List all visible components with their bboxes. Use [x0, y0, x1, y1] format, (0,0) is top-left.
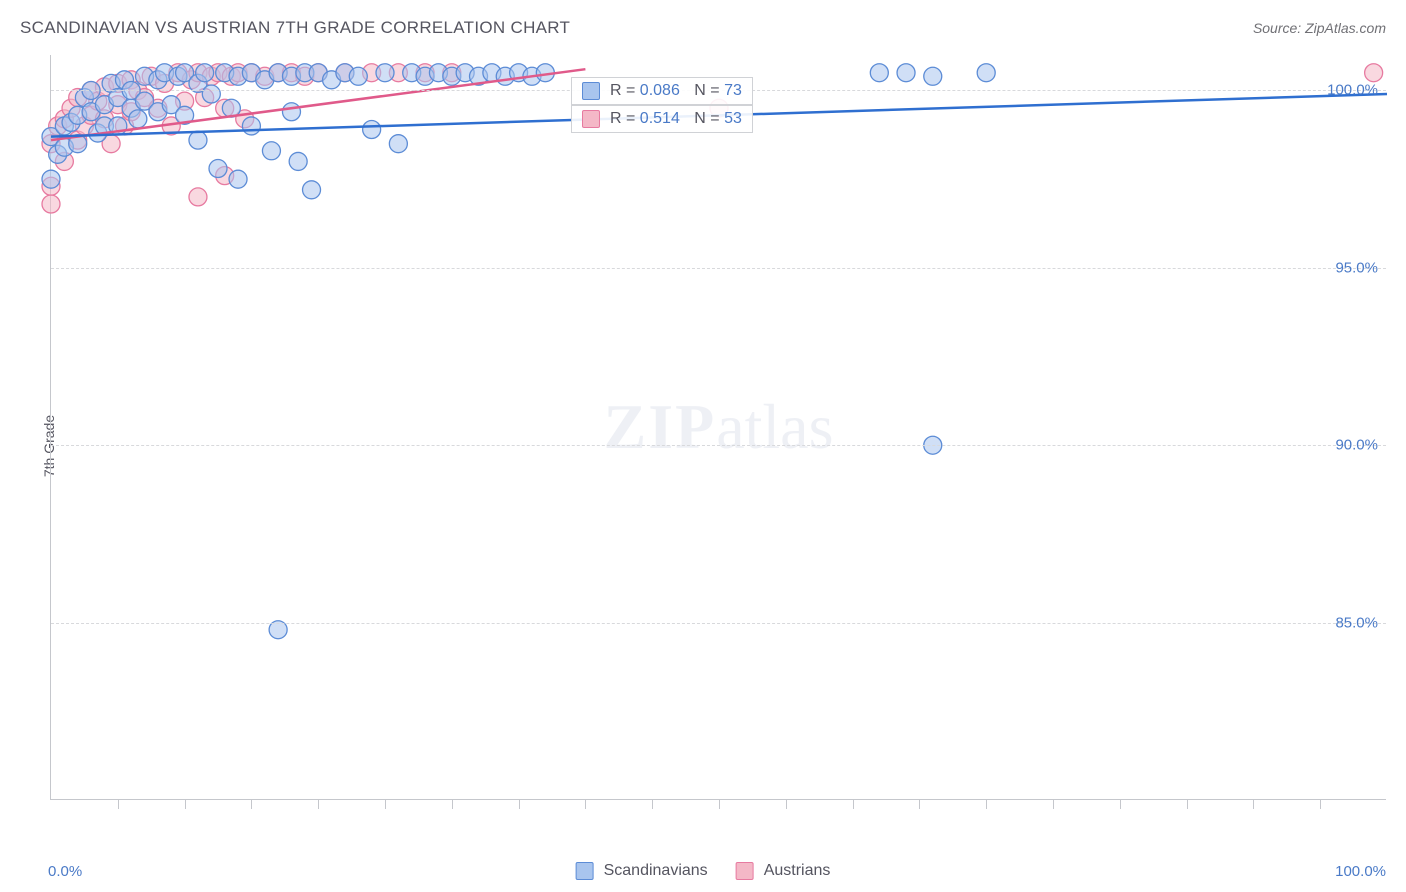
x-axis-max-label: 100.0% — [1335, 863, 1386, 880]
data-point — [977, 64, 995, 82]
x-tick — [251, 799, 252, 809]
data-point — [897, 64, 915, 82]
legend: Scandinavians Austrians — [576, 862, 831, 880]
x-tick — [919, 799, 920, 809]
x-tick — [719, 799, 720, 809]
x-tick — [853, 799, 854, 809]
x-tick — [1187, 799, 1188, 809]
x-tick — [1320, 799, 1321, 809]
data-point — [870, 64, 888, 82]
data-point — [1365, 64, 1383, 82]
x-tick — [986, 799, 987, 809]
legend-swatch-2 — [736, 862, 754, 880]
data-point — [924, 67, 942, 85]
gridline — [51, 623, 1386, 624]
data-point — [303, 181, 321, 199]
gridline — [51, 445, 1386, 446]
y-tick-label: 85.0% — [1335, 614, 1378, 631]
data-point — [42, 170, 60, 188]
legend-swatch-1 — [576, 862, 594, 880]
data-point — [202, 85, 220, 103]
data-point — [389, 135, 407, 153]
gridline — [51, 268, 1386, 269]
legend-series2: Austrians — [736, 862, 831, 880]
x-tick — [1120, 799, 1121, 809]
data-point — [189, 188, 207, 206]
data-point — [262, 142, 280, 160]
x-tick — [452, 799, 453, 809]
x-tick — [1253, 799, 1254, 809]
data-point — [289, 152, 307, 170]
data-point — [242, 117, 260, 135]
x-tick — [786, 799, 787, 809]
y-tick-label: 90.0% — [1335, 437, 1378, 454]
y-tick-label: 100.0% — [1327, 82, 1378, 99]
data-point — [42, 195, 60, 213]
correlation-annotation: R = 0.514 N = 53 — [571, 105, 753, 133]
annot-r: R = 0.514 — [610, 110, 680, 128]
annot-n: N = 53 — [690, 110, 742, 128]
data-point — [229, 170, 247, 188]
data-point — [129, 110, 147, 128]
x-tick — [118, 799, 119, 809]
data-point — [189, 131, 207, 149]
annot-n: N = 73 — [690, 82, 742, 100]
data-point — [282, 103, 300, 121]
chart-title: SCANDINAVIAN VS AUSTRIAN 7TH GRADE CORRE… — [20, 18, 570, 38]
annot-r: R = 0.086 — [610, 82, 680, 100]
x-tick — [1053, 799, 1054, 809]
source-label: Source: ZipAtlas.com — [1253, 20, 1386, 36]
legend-label-2: Austrians — [764, 862, 831, 880]
data-point — [376, 64, 394, 82]
x-tick — [318, 799, 319, 809]
data-point — [363, 121, 381, 139]
chart-svg — [51, 55, 1386, 799]
plot-area: ZIPatlas 100.0%95.0%90.0%85.0%R = 0.086 … — [50, 55, 1386, 800]
annot-swatch — [582, 82, 600, 100]
x-tick — [585, 799, 586, 809]
x-tick — [652, 799, 653, 809]
x-tick — [185, 799, 186, 809]
x-tick — [519, 799, 520, 809]
legend-series1: Scandinavians — [576, 862, 708, 880]
data-point — [196, 64, 214, 82]
y-tick-label: 95.0% — [1335, 259, 1378, 276]
data-point — [209, 160, 227, 178]
data-point — [349, 67, 367, 85]
x-tick — [385, 799, 386, 809]
legend-label-1: Scandinavians — [604, 862, 708, 880]
annot-swatch — [582, 110, 600, 128]
correlation-annotation: R = 0.086 N = 73 — [571, 77, 753, 105]
x-axis-min-label: 0.0% — [48, 863, 82, 880]
